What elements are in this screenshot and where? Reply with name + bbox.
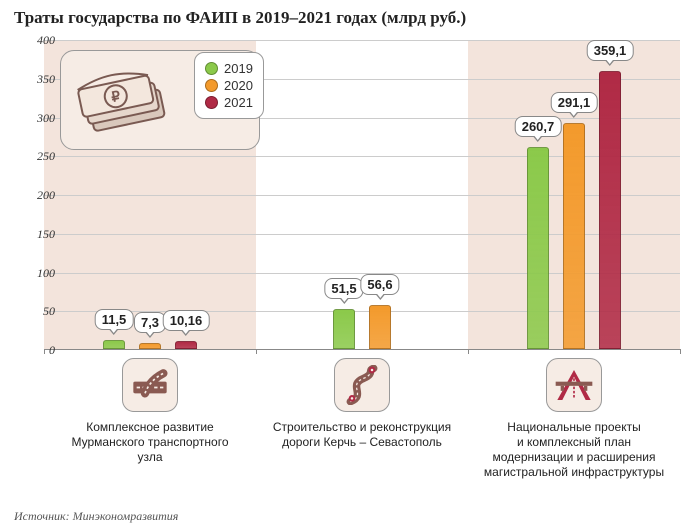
y-tick-label: 250 <box>19 149 55 164</box>
bar-value-label: 291,1 <box>551 92 598 113</box>
gridline <box>44 40 680 41</box>
bar-value-label: 10,16 <box>163 310 210 331</box>
legend-label: 2020 <box>224 78 253 93</box>
legend: 2019 2020 2021 <box>194 52 264 119</box>
category-label-kerch: Строительство и реконструкциядороги Керч… <box>262 420 462 450</box>
bar-kerch-2020 <box>369 305 391 349</box>
y-tick-label: 350 <box>19 72 55 87</box>
bar-value-label: 56,6 <box>360 274 399 295</box>
category-label-national: Национальные проектыи комплексный планмо… <box>474 420 674 480</box>
ruble-cash-icon: ₽ <box>67 56 187 146</box>
legend-item-2019: 2019 <box>205 61 253 76</box>
x-tick <box>468 349 469 354</box>
legend-swatch <box>205 96 218 109</box>
bar-kerch-2019 <box>333 309 355 349</box>
highway-bridge-icon <box>546 358 602 412</box>
y-tick-label: 300 <box>19 111 55 126</box>
bar-national-2019 <box>527 147 549 349</box>
road-junction-icon <box>122 358 178 412</box>
bar-murmansk-2021 <box>175 341 197 349</box>
source-value: Минэкономразвития <box>73 509 179 523</box>
bar-national-2020 <box>563 123 585 349</box>
x-tick <box>680 349 681 354</box>
bar-murmansk-2020 <box>139 343 161 349</box>
winding-road-icon <box>334 358 390 412</box>
bar-value-label: 260,7 <box>515 116 562 137</box>
y-tick-label: 100 <box>19 266 55 281</box>
y-tick-label: 50 <box>19 304 55 319</box>
bar-value-label: 11,5 <box>95 309 134 330</box>
bar-value-label: 51,5 <box>324 278 363 299</box>
bar-national-2021 <box>599 71 621 349</box>
y-tick-label: 400 <box>19 33 55 48</box>
chart-title: Траты государства по ФАИП в 2019–2021 го… <box>14 8 466 28</box>
bar-murmansk-2019 <box>103 340 125 349</box>
legend-item-2021: 2021 <box>205 95 253 110</box>
legend-label: 2021 <box>224 95 253 110</box>
legend-item-2020: 2020 <box>205 78 253 93</box>
x-tick <box>256 349 257 354</box>
y-tick-label: 200 <box>19 188 55 203</box>
bar-value-label: 7,3 <box>134 312 166 333</box>
legend-swatch <box>205 62 218 75</box>
bar-value-label: 359,1 <box>587 40 634 61</box>
faip-spending-chart: Траты государства по ФАИП в 2019–2021 го… <box>0 0 695 532</box>
legend-swatch <box>205 79 218 92</box>
y-tick-label: 150 <box>19 227 55 242</box>
category-label-murmansk: Комплексное развитиеМурманского транспор… <box>50 420 250 465</box>
legend-label: 2019 <box>224 61 253 76</box>
source-line: Источник: Минэкономразвития <box>14 509 178 524</box>
source-prefix: Источник: <box>14 509 73 523</box>
y-tick-label: 0 <box>19 343 55 358</box>
